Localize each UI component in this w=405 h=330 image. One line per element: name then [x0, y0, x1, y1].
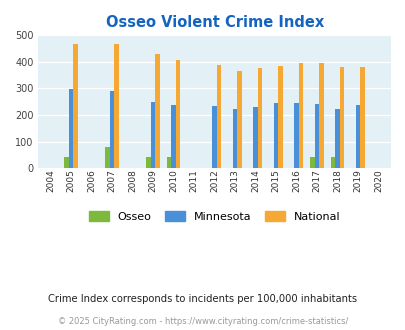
Bar — [314, 104, 319, 168]
Bar — [171, 105, 175, 168]
Bar — [339, 67, 343, 168]
Bar — [232, 109, 237, 168]
Bar — [257, 68, 262, 168]
Bar — [64, 157, 69, 168]
Bar — [278, 66, 282, 168]
Bar — [273, 103, 278, 168]
Bar — [212, 106, 216, 168]
Bar — [73, 44, 78, 168]
Title: Osseo Violent Crime Index: Osseo Violent Crime Index — [105, 15, 323, 30]
Bar — [146, 157, 151, 168]
Text: © 2025 CityRating.com - https://www.cityrating.com/crime-statistics/: © 2025 CityRating.com - https://www.city… — [58, 317, 347, 326]
Bar — [69, 89, 73, 168]
Bar — [355, 105, 360, 168]
Bar — [294, 103, 298, 168]
Bar — [110, 91, 114, 168]
Bar — [298, 63, 303, 168]
Bar — [310, 157, 314, 168]
Bar — [360, 67, 364, 168]
Bar — [253, 107, 257, 168]
Legend: Osseo, Minnesota, National: Osseo, Minnesota, National — [89, 211, 339, 222]
Bar — [166, 157, 171, 168]
Text: Crime Index corresponds to incidents per 100,000 inhabitants: Crime Index corresponds to incidents per… — [48, 294, 357, 304]
Bar — [330, 157, 335, 168]
Bar — [237, 71, 241, 168]
Bar — [216, 65, 221, 168]
Bar — [175, 60, 180, 168]
Bar — [319, 63, 323, 168]
Bar — [335, 109, 339, 168]
Bar — [155, 54, 160, 168]
Bar — [105, 147, 110, 168]
Bar — [114, 44, 119, 168]
Bar — [151, 102, 155, 168]
